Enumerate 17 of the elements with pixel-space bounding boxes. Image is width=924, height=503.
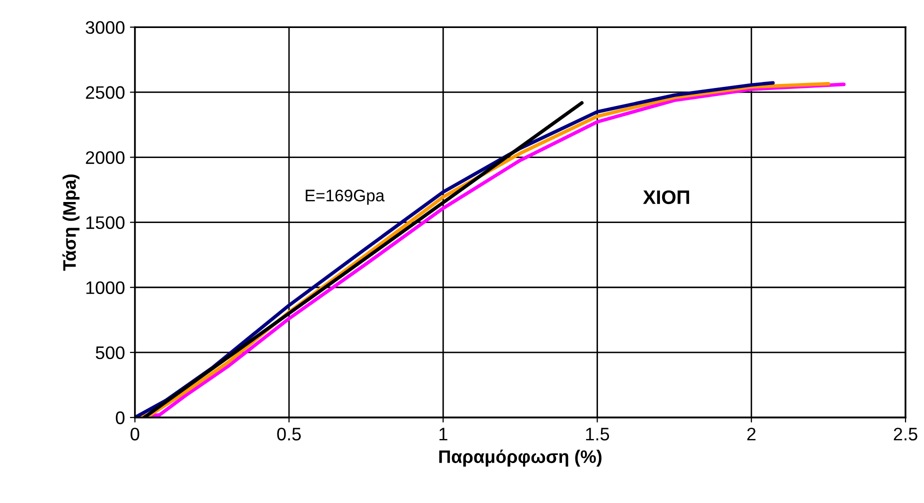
x-tick-label: 0: [130, 428, 140, 440]
x-tick-label: 1.5: [586, 428, 610, 440]
y-tick-label: 1500: [86, 216, 124, 230]
y-tick-label: 500: [96, 346, 124, 360]
y-axis-title: Τάση (Mpa): [62, 174, 80, 271]
y-tick-label: 2500: [86, 86, 124, 99]
annotation: ΧΙΟΠ: [643, 190, 690, 204]
y-tick-label: 2000: [86, 151, 124, 164]
x-tick-label: 2: [747, 428, 756, 440]
x-axis-title: Παραμόρφωση (%): [439, 450, 602, 467]
x-tick-label: 0.5: [277, 428, 301, 440]
x-tick-label: 2.5: [894, 428, 918, 440]
y-tick-label: 1000: [86, 281, 124, 294]
y-tick-label: 0: [116, 411, 124, 424]
annotation: E=169Gpa: [306, 190, 385, 205]
y-tick-label: 3000: [86, 21, 124, 34]
x-tick-label: 1: [440, 428, 448, 440]
